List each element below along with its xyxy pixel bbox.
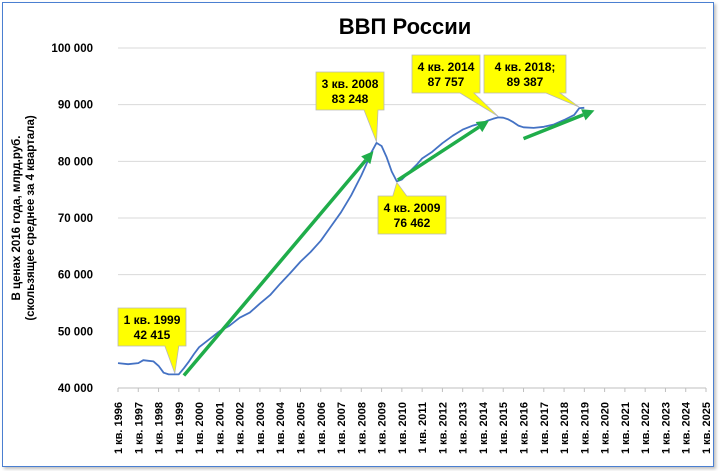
x-tick-label: 1 кв. 2006 — [316, 402, 328, 454]
y-tick-label: 70 000 — [58, 213, 93, 225]
x-tick-label: 1 кв. 1996 — [113, 402, 125, 454]
x-tick-label: 1 кв. 2017 — [539, 402, 551, 454]
gdp-line — [117, 106, 585, 376]
series — [117, 106, 585, 376]
x-tick-label: 1 кв. 2025 — [701, 402, 713, 454]
callout-label: 3 кв. 2008 — [322, 77, 379, 91]
callout-value: 87 757 — [428, 75, 465, 89]
y-tick-label: 50 000 — [58, 326, 93, 338]
callout-label: 1 кв. 1999 — [124, 313, 181, 327]
x-axis: 1 кв. 1996 1 кв. 1997 1 кв. 1998 1 кв. 1999… — [113, 388, 713, 454]
x-tick-label: 1 кв. 2020 — [600, 402, 612, 454]
callout: 4 кв. 2018;89 387 — [483, 54, 580, 108]
x-tick-label: 1 кв. 1998 — [154, 402, 166, 454]
x-tick-label: 1 кв. 2005 — [295, 402, 307, 454]
x-tick-label: 1 кв. 2009 — [377, 402, 389, 454]
x-tick-label: 1 кв. 2003 — [255, 402, 267, 454]
y-tick-label: 60 000 — [58, 270, 93, 282]
x-tick-label: 1 кв. 2019 — [579, 402, 591, 454]
chart-title: ВВП России — [339, 14, 472, 39]
x-tick-label: 1 кв. 2002 — [235, 402, 247, 454]
x-tick-label: 1 кв. 2008 — [356, 402, 368, 454]
x-tick-label: 1 кв. 2014 — [478, 401, 490, 454]
callout-label: 4 кв. 2018; — [495, 60, 556, 74]
x-tick-label: 1 кв. 2023 — [660, 402, 672, 454]
x-tick-label: 1 кв. 2024 — [681, 401, 693, 454]
x-tick-label: 1 кв. 2004 — [275, 401, 287, 454]
callout-value: 89 387 — [507, 75, 544, 89]
y-tick-label: 90 000 — [58, 100, 93, 112]
x-tick-label: 1 кв. 2001 — [214, 402, 226, 454]
callout-value: 83 248 — [332, 92, 369, 106]
x-tick-label: 1 кв. 2010 — [397, 402, 409, 454]
x-tick-label: 1 кв. 1999 — [174, 402, 186, 454]
x-tick-label: 1 кв. 2007 — [336, 402, 348, 454]
x-tick-label: 1 кв. 1997 — [133, 402, 145, 454]
x-tick-label: 1 кв. 2021 — [620, 402, 632, 454]
callout-value: 42 415 — [134, 328, 171, 342]
y-tick-label: 40 000 — [58, 383, 93, 395]
x-tick-label: 1 кв. 2015 — [498, 402, 510, 454]
trend-arrow — [182, 151, 374, 377]
y-tick-label: 80 000 — [58, 156, 93, 168]
x-tick-label: 1 кв. 2018 — [559, 402, 571, 454]
x-tick-label: 1 кв. 2016 — [519, 402, 531, 454]
trend-arrow — [522, 109, 595, 141]
callout-label: 4 кв. 2014 — [418, 60, 475, 74]
trend-arrow — [396, 120, 490, 182]
x-tick-label: 1 кв. 2022 — [640, 402, 652, 454]
x-tick-label: 1 кв. 2013 — [458, 402, 470, 454]
x-tick-label: 1 кв. 2012 — [437, 402, 449, 454]
callout-label: 4 кв. 2009 — [384, 201, 441, 215]
trend-arrows — [182, 109, 595, 377]
y-tick-label: 100 000 — [51, 43, 93, 55]
x-tick-label: 1 кв. 2011 — [417, 402, 429, 453]
y-axis-label-line2: (скользящее среднее за 4 квартала) — [25, 115, 37, 321]
y-axis-label-line1: В ценах 2016 года, млрд.руб. — [11, 136, 23, 301]
y-axis: 40 000 50 000 60 000 70 000 80 000 90 000 100 … — [51, 43, 93, 395]
callout-value: 76 462 — [394, 216, 431, 230]
grid — [118, 47, 706, 389]
x-tick-label: 1 кв. 2000 — [194, 402, 206, 454]
